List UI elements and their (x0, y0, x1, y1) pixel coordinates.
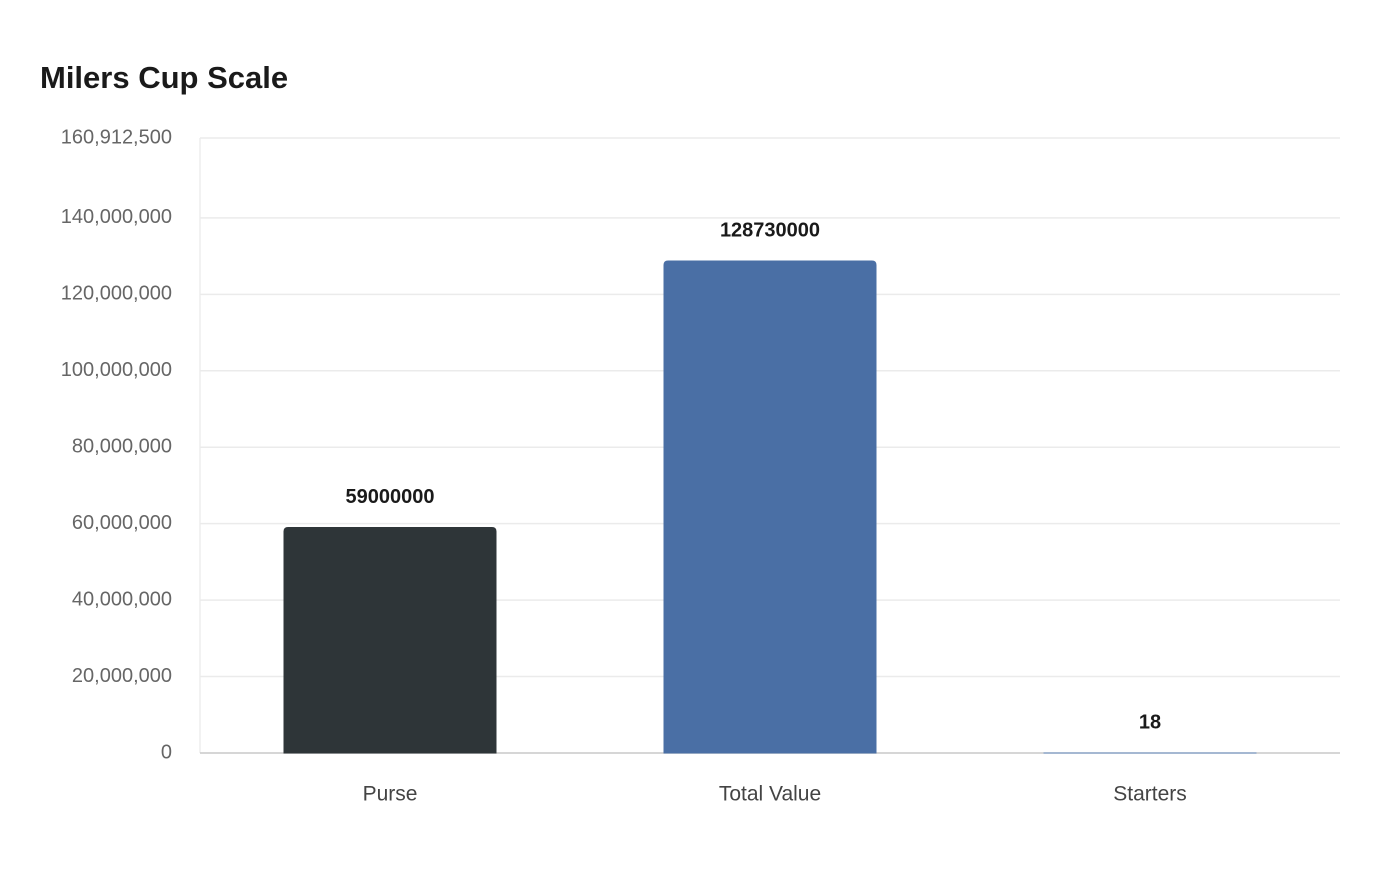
value-label: 59000000 (346, 486, 435, 508)
y-tick-label: 60,000,000 (72, 512, 172, 534)
y-tick-label: 120,000,000 (61, 283, 172, 305)
x-tick-label: Total Value (719, 783, 821, 806)
y-tick-label: 100,000,000 (61, 359, 172, 381)
value-label: 18 (1139, 711, 1161, 733)
value-label: 128730000 (720, 219, 820, 241)
y-tick-label: 80,000,000 (72, 436, 172, 458)
bar (283, 527, 497, 754)
x-tick-label: Starters (1113, 783, 1187, 806)
y-tick-label: 20,000,000 (72, 665, 172, 687)
y-tick-label: 0 (161, 741, 172, 763)
x-tick-label: Purse (363, 783, 418, 806)
y-tick-label: 160,912,500 (61, 126, 172, 148)
y-tick-label: 140,000,000 (61, 206, 172, 228)
chart-title: Milers Cup Scale (40, 60, 288, 95)
y-tick-label: 40,000,000 (72, 588, 172, 610)
bar (663, 260, 877, 754)
